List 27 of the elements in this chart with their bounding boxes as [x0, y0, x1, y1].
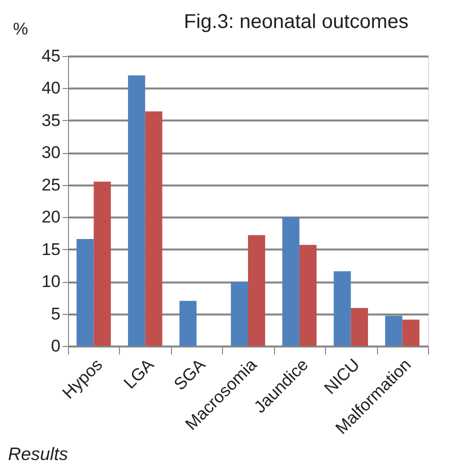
- bar: [179, 300, 197, 346]
- y-tick-label: 15: [42, 240, 60, 259]
- y-axis-title: %: [12, 20, 28, 38]
- y-tick-label: 0: [51, 336, 60, 356]
- bar: [94, 182, 111, 346]
- y-tick-label: 10: [42, 272, 60, 292]
- y-tick-label: 25: [42, 175, 60, 194]
- bar: [76, 239, 94, 346]
- bar: [385, 316, 402, 346]
- text: Results: [8, 444, 68, 464]
- bar: [128, 75, 146, 346]
- y-tick-label: 5: [51, 304, 60, 324]
- bar: [145, 111, 162, 346]
- bar: [248, 235, 266, 346]
- y-tick-label: 45: [42, 46, 60, 66]
- bar: [350, 308, 368, 346]
- x-tick-label: LGA: [120, 354, 158, 393]
- bar: [402, 320, 420, 346]
- y-tick-label: 35: [42, 110, 60, 130]
- bar: [230, 282, 248, 346]
- y-tick-label: 30: [42, 143, 60, 162]
- bar: [334, 271, 351, 346]
- y-tick-label: 20: [42, 208, 60, 227]
- bar: [282, 217, 300, 346]
- y-tick-label: 40: [42, 78, 60, 98]
- bar: [299, 244, 317, 346]
- chart-title: Fig.3: neonatal outcomes: [184, 11, 408, 33]
